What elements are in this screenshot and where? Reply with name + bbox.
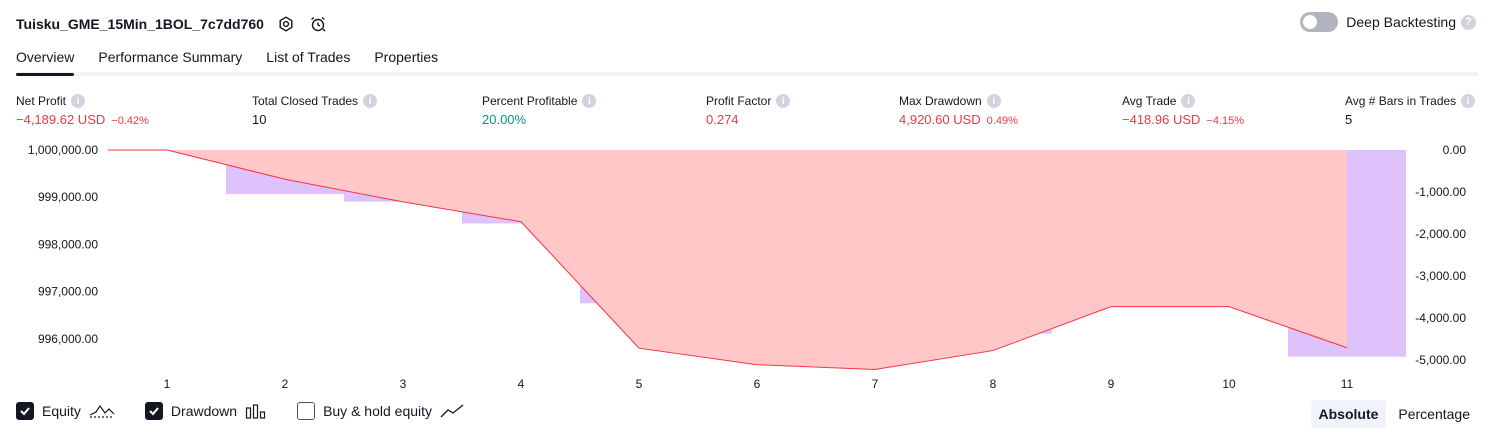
stat-avg-bars: Avg # Bars in Trades i 5 (1345, 92, 1476, 127)
legend-label: Drawdown (170, 403, 238, 419)
deep-backtesting-label: Deep Backtesting (1346, 14, 1456, 30)
right-axis-tick-label: -3,000.00 (1415, 269, 1466, 283)
info-icon[interactable]: i (71, 94, 86, 108)
legend-label: Buy & hold equity (323, 403, 433, 419)
checkbox-unchecked[interactable] (297, 402, 316, 420)
x-axis-tick-label: 9 (1108, 377, 1115, 391)
stat-value: 5 (1345, 112, 1353, 127)
equity-line (166, 149, 1348, 370)
stat-avg-trade: Avg Trade i −418.96 USD −4.15% (1122, 92, 1244, 127)
equity-line-icon (89, 403, 115, 419)
x-axis-tick-label: 10 (1222, 377, 1236, 391)
stat-value: 0.274 (706, 112, 739, 127)
percentage-button[interactable]: Percentage (1398, 406, 1470, 422)
legend-equity[interactable]: Equity (16, 402, 115, 420)
stat-net-profit: Net Profit i −4,189.62 USD −0.42% (16, 92, 149, 127)
alarm-add-icon[interactable] (308, 14, 328, 34)
equity-series (108, 149, 1348, 370)
stat-label: Max Drawdown (899, 94, 982, 108)
tab-list-of-trades[interactable]: List of Trades (266, 49, 351, 65)
stat-value: 4,920.60 USD (899, 112, 981, 127)
equity-area (167, 150, 1347, 370)
stat-label: Net Profit (16, 94, 67, 108)
x-axis-tick-label: 8 (990, 377, 997, 391)
stat-sub-value: −0.42% (111, 115, 149, 127)
equity-drawdown-chart[interactable]: 1,000,000.00 999,000.00 998,000.00 997,000.… (0, 136, 1494, 396)
view-mode-switch: Absolute Percentage (1307, 400, 1479, 428)
x-axis-tick-label: 3 (400, 377, 407, 391)
stats-row: Net Profit i −4,189.62 USD −0.42% Total Cl… (16, 92, 1478, 132)
legend-label: Equity (42, 403, 81, 419)
stat-label: Profit Factor (706, 94, 772, 108)
info-icon[interactable]: i (986, 94, 1001, 108)
x-axis-tick-label: 2 (282, 377, 289, 391)
left-axis-tick-label: 999,000.00 (38, 190, 98, 204)
left-axis-tick-label: 1,000,000.00 (28, 143, 98, 157)
tab-bar: Overview Performance Summary List of Tra… (16, 44, 1478, 76)
trend-line-icon (440, 403, 464, 419)
left-axis-tick-label: 997,000.00 (38, 285, 98, 299)
info-icon[interactable]: i (776, 94, 791, 108)
right-axis-tick-label: -5,000.00 (1415, 353, 1466, 367)
stat-value: 10 (252, 112, 267, 127)
x-axis-tick-label: 6 (754, 377, 761, 391)
left-axis-tick-label: 998,000.00 (38, 237, 98, 251)
x-axis-tick-label: 1 (164, 377, 171, 391)
checkbox-checked[interactable] (16, 402, 34, 420)
stat-value: −418.96 USD (1122, 112, 1201, 127)
info-icon[interactable]: i (1461, 94, 1476, 108)
stat-label: Total Closed Trades (252, 94, 359, 108)
chart-axes: 1,000,000.00 999,000.00 998,000.00 997,000.… (28, 143, 1466, 391)
left-axis-tick-label: 996,000.00 (38, 332, 98, 346)
tab-properties[interactable]: Properties (374, 49, 439, 65)
stat-value: 20.00% (482, 112, 527, 127)
strategy-title: Tuisku_GME_15Min_1BOL_7c7dd760 (16, 16, 264, 32)
right-axis-tick-label: -1,000.00 (1415, 185, 1466, 199)
bars-icon (245, 403, 267, 419)
stat-sub-value: 0.49% (986, 115, 1018, 127)
stat-sub-value: −4.15% (1206, 115, 1245, 127)
tab-performance-summary[interactable]: Performance Summary (98, 49, 243, 65)
x-axis-tick-label: 7 (872, 377, 879, 391)
help-icon[interactable]: ? (1461, 14, 1476, 30)
stat-label: Avg # Bars in Trades (1345, 94, 1457, 108)
right-axis-tick-label: 0.00 (1443, 143, 1467, 157)
right-axis-tick-label: -2,000.00 (1415, 227, 1466, 241)
legend-drawdown[interactable]: Drawdown (144, 402, 267, 420)
x-axis-tick-label: 11 (1341, 377, 1354, 391)
x-axis-tick-label: 4 (518, 377, 525, 391)
info-icon[interactable]: i (363, 94, 378, 108)
info-icon[interactable]: i (1181, 94, 1196, 108)
stat-value: −4,189.62 USD (16, 112, 106, 127)
x-axis-tick-label: 5 (636, 377, 643, 391)
absolute-button[interactable]: Absolute (1310, 400, 1387, 428)
info-icon[interactable]: i (582, 94, 597, 108)
tab-overview[interactable]: Overview (16, 44, 75, 76)
stat-total-closed-trades: Total Closed Trades i 10 (252, 92, 378, 127)
stat-label: Avg Trade (1122, 94, 1177, 108)
right-axis-tick-label: -4,000.00 (1415, 311, 1466, 325)
stat-profit-factor: Profit Factor i 0.274 (706, 92, 791, 127)
strategy-header: Tuisku_GME_15Min_1BOL_7c7dd760 (16, 10, 328, 38)
stat-percent-profitable: Percent Profitable i 20.00% (482, 92, 597, 127)
deep-backtesting: Deep Backtesting ? (1300, 12, 1476, 32)
settings-icon[interactable] (276, 14, 296, 34)
stat-label: Percent Profitable (482, 94, 578, 108)
deep-backtesting-toggle[interactable] (1300, 12, 1339, 32)
legend-buy-hold[interactable]: Buy & hold equity (297, 402, 464, 420)
stat-max-drawdown: Max Drawdown i 4,920.60 USD 0.49% (899, 92, 1018, 127)
checkbox-checked[interactable] (144, 402, 163, 420)
chart-legend: Equity Drawdown Buy & hold equity (16, 402, 494, 420)
